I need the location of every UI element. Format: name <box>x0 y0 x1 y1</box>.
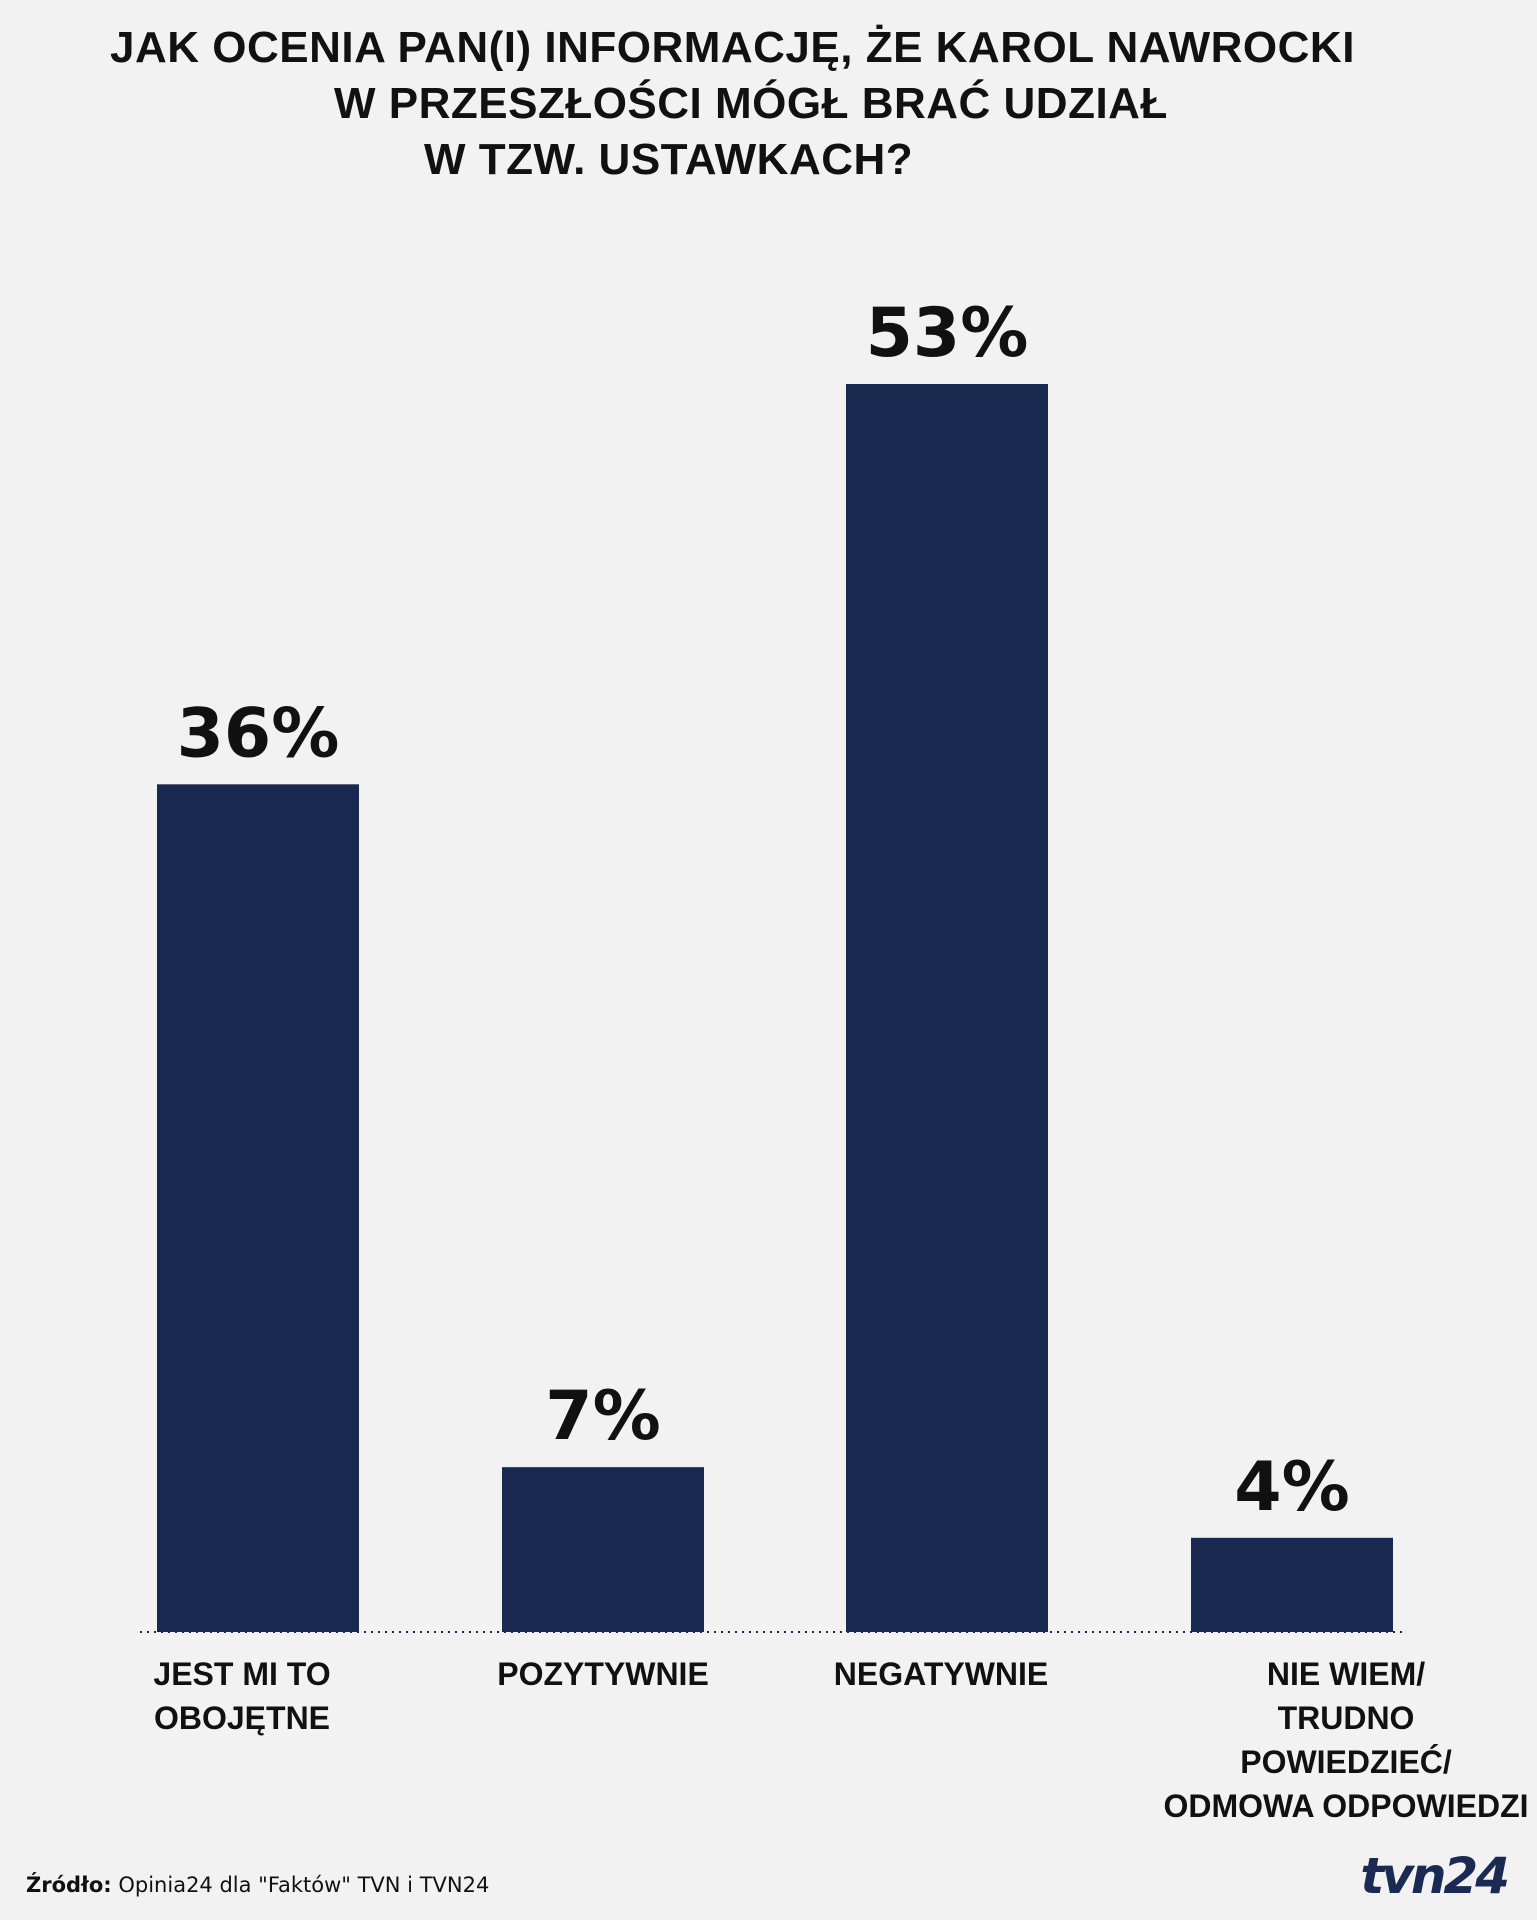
chart-title-line: W PRZESZŁOŚCI MÓGŁ BRAĆ UDZIAŁ <box>334 79 1168 128</box>
category-label: NIE WIEM/ TRUDNO POWIEDZIEĆ/ ODMOWA ODPO… <box>1163 1656 1529 1824</box>
bar <box>157 784 359 1632</box>
bar-value-label: 7% <box>545 1377 660 1456</box>
bar <box>502 1467 704 1632</box>
bar <box>846 384 1048 1632</box>
bar-value-label: 4% <box>1234 1448 1349 1527</box>
chart-title: JAK OCENIA PAN(I) INFORMACJĘ, ŻE KAROL N… <box>90 20 1490 188</box>
bar <box>1191 1537 1393 1632</box>
chart-title-line: W TZW. USTAWKACH? <box>424 135 914 184</box>
source-note: Źródło: Opinia24 dla "Faktów" TVN i TVN2… <box>26 1873 489 1897</box>
bar-value-label: 36% <box>177 694 340 773</box>
source-label: Źródło: <box>26 1873 112 1897</box>
bar-value-label: 53% <box>866 294 1029 373</box>
bar-chart: 36% 7% 53% 4% <box>140 294 1402 1633</box>
source-text: Opinia24 dla "Faktów" TVN i TVN24 <box>118 1873 490 1897</box>
chart-title-line: JAK OCENIA PAN(I) INFORMACJĘ, ŻE KAROL N… <box>110 23 1355 72</box>
category-label: JEST MI TO OBOJĘTNE <box>153 1656 331 1736</box>
category-label: NEGATYWNIE <box>833 1656 1049 1692</box>
tvn24-logo: tvn24 <box>1360 1847 1510 1905</box>
category-label: POZYTYWNIE <box>497 1656 709 1692</box>
